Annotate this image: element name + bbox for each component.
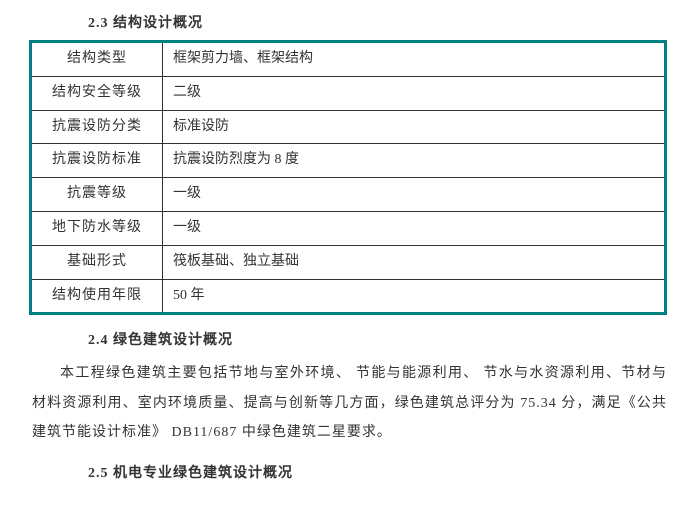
table-label: 地下防水等级 xyxy=(31,211,163,245)
table-row: 结构类型 框架剪力墙、框架结构 xyxy=(31,42,666,77)
table-value: 筏板基础、独立基础 xyxy=(163,245,666,279)
table-label: 抗震设防标准 xyxy=(31,144,163,178)
table-row: 结构使用年限 50 年 xyxy=(31,279,666,314)
section-2-4-paragraph: 本工程绿色建筑主要包括节地与室外环境、 节能与能源利用、 节水与水资源利用、节材… xyxy=(32,359,667,447)
structure-design-table: 结构类型 框架剪力墙、框架结构 结构安全等级 二级 抗震设防分类 标准设防 抗震… xyxy=(29,40,667,315)
table-label: 基础形式 xyxy=(31,245,163,279)
section-2-3-heading: 2.3 结构设计概况 xyxy=(88,12,671,32)
table-value: 50 年 xyxy=(163,279,666,314)
table-value: 标准设防 xyxy=(163,110,666,144)
table-value: 框架剪力墙、框架结构 xyxy=(163,42,666,77)
table-value: 一级 xyxy=(163,178,666,212)
table-label: 抗震设防分类 xyxy=(31,110,163,144)
table-value: 二级 xyxy=(163,76,666,110)
table-row: 基础形式 筏板基础、独立基础 xyxy=(31,245,666,279)
section-2-5-heading: 2.5 机电专业绿色建筑设计概况 xyxy=(88,462,671,482)
table-label: 结构安全等级 xyxy=(31,76,163,110)
table-value: 一级 xyxy=(163,211,666,245)
table-value: 抗震设防烈度为 8 度 xyxy=(163,144,666,178)
table-row: 抗震设防标准 抗震设防烈度为 8 度 xyxy=(31,144,666,178)
table-row: 结构安全等级 二级 xyxy=(31,76,666,110)
table-row: 抗震设防分类 标准设防 xyxy=(31,110,666,144)
table-label: 抗震等级 xyxy=(31,178,163,212)
table-row: 地下防水等级 一级 xyxy=(31,211,666,245)
table-label: 结构类型 xyxy=(31,42,163,77)
table-label: 结构使用年限 xyxy=(31,279,163,314)
section-2-4-heading: 2.4 绿色建筑设计概况 xyxy=(88,329,671,349)
table-row: 抗震等级 一级 xyxy=(31,178,666,212)
